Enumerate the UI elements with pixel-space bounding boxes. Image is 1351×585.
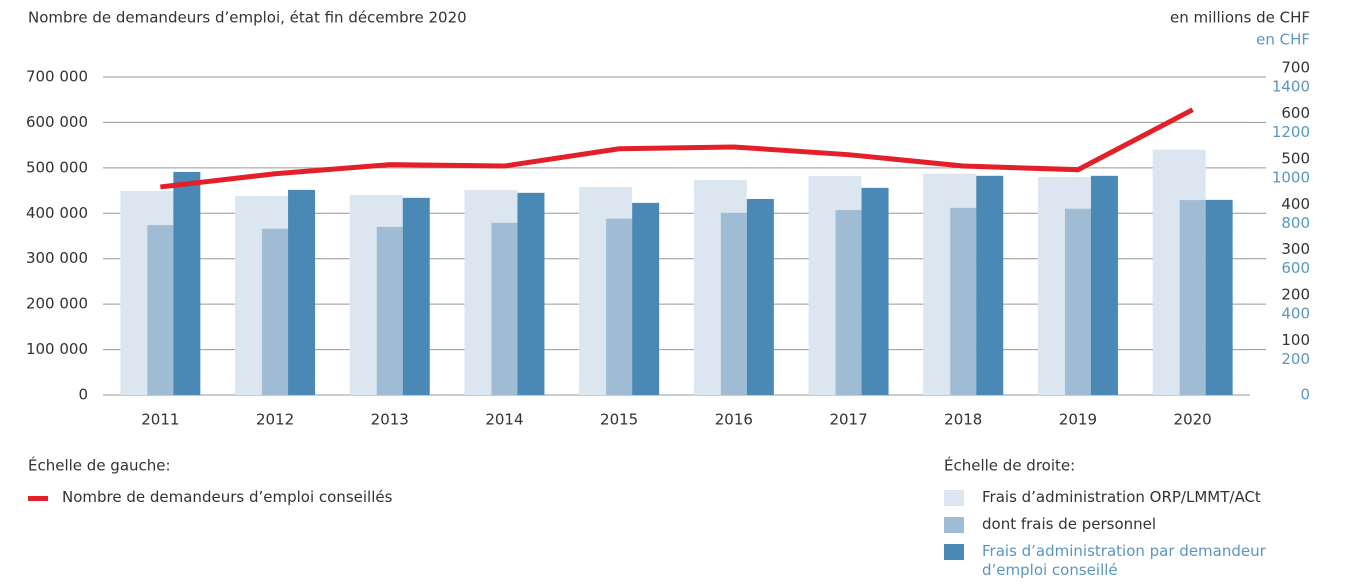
x-tick-label: 2011 bbox=[141, 411, 179, 429]
bar bbox=[1205, 199, 1233, 395]
y-tick-label: 500 000 bbox=[26, 158, 88, 176]
line bbox=[160, 107, 1194, 190]
y2-tick-label: 200 bbox=[1281, 286, 1310, 304]
y-tick-label: 400 000 bbox=[26, 204, 88, 222]
bar bbox=[376, 226, 403, 395]
y-tick-label: 600 000 bbox=[26, 113, 88, 131]
bar bbox=[173, 171, 201, 395]
chart-title: Nombre de demandeurs d’emploi, état fin … bbox=[28, 9, 467, 27]
bar bbox=[950, 207, 977, 395]
y2-tick-label: 700 bbox=[1281, 59, 1310, 77]
legend-label: Nombre de demandeurs d’emploi conseillés bbox=[62, 488, 393, 506]
x-tick-label: 2019 bbox=[1059, 411, 1097, 429]
y2-tick-label: 600 bbox=[1281, 104, 1310, 122]
legend-swatch bbox=[944, 517, 964, 533]
bar bbox=[288, 189, 316, 395]
bar bbox=[976, 175, 1004, 395]
y3-tick-label: 0 bbox=[1300, 386, 1310, 404]
legend-swatch bbox=[944, 544, 964, 560]
y3-tick-label: 200 bbox=[1281, 350, 1310, 368]
y-tick-label: 700 000 bbox=[26, 68, 88, 86]
y3-tick-label: 800 bbox=[1281, 214, 1310, 232]
bar bbox=[835, 210, 862, 395]
bar bbox=[491, 222, 518, 395]
bar bbox=[1179, 200, 1206, 395]
y2-tick-label: 100 bbox=[1281, 331, 1310, 349]
legend-title: Échelle de droite: bbox=[944, 456, 1075, 475]
y2-tick-label: 500 bbox=[1281, 149, 1310, 167]
legend-label: Frais d’administration par demandeur d’e… bbox=[982, 542, 1266, 579]
y-tick-label: 0 bbox=[78, 386, 88, 404]
legend-label: Frais d’administration ORP/LMMT/ACt bbox=[982, 488, 1261, 506]
y3-axis-title: en CHF bbox=[1256, 31, 1310, 49]
y2-tick-label: 300 bbox=[1281, 240, 1310, 258]
x-tick-label: 2012 bbox=[256, 411, 294, 429]
x-tick-label: 2013 bbox=[371, 411, 409, 429]
legend-swatch bbox=[28, 496, 48, 501]
y3-tick-label: 1000 bbox=[1272, 168, 1310, 186]
bar bbox=[147, 225, 174, 395]
y3-tick-label: 400 bbox=[1281, 305, 1310, 323]
x-tick-label: 2015 bbox=[600, 411, 638, 429]
y3-tick-label: 600 bbox=[1281, 259, 1310, 277]
legend-title: Échelle de gauche: bbox=[28, 456, 171, 475]
bar bbox=[517, 192, 545, 395]
bar bbox=[262, 228, 289, 395]
x-tick-label: 2020 bbox=[1174, 411, 1212, 429]
y-tick-label: 300 000 bbox=[26, 249, 88, 267]
y-tick-label: 100 000 bbox=[26, 340, 88, 358]
legend-swatch bbox=[944, 490, 964, 506]
bar bbox=[720, 212, 747, 395]
bar bbox=[1064, 208, 1091, 395]
x-tick-label: 2014 bbox=[485, 411, 523, 429]
x-tick-label: 2017 bbox=[829, 411, 867, 429]
x-tick-label: 2018 bbox=[944, 411, 982, 429]
bar bbox=[606, 218, 633, 395]
bar bbox=[632, 202, 660, 395]
bar bbox=[746, 198, 774, 395]
x-tick-label: 2016 bbox=[715, 411, 753, 429]
bar bbox=[861, 187, 889, 395]
y3-tick-label: 1400 bbox=[1272, 78, 1310, 96]
bar bbox=[1090, 175, 1118, 395]
y-tick-label: 200 000 bbox=[26, 295, 88, 313]
bar bbox=[402, 197, 430, 395]
y3-tick-label: 1200 bbox=[1272, 123, 1310, 141]
y2-tick-label: 400 bbox=[1281, 195, 1310, 213]
y2-axis-title: en millions de CHF bbox=[1170, 9, 1310, 27]
legend-label: dont frais de personnel bbox=[982, 515, 1157, 533]
